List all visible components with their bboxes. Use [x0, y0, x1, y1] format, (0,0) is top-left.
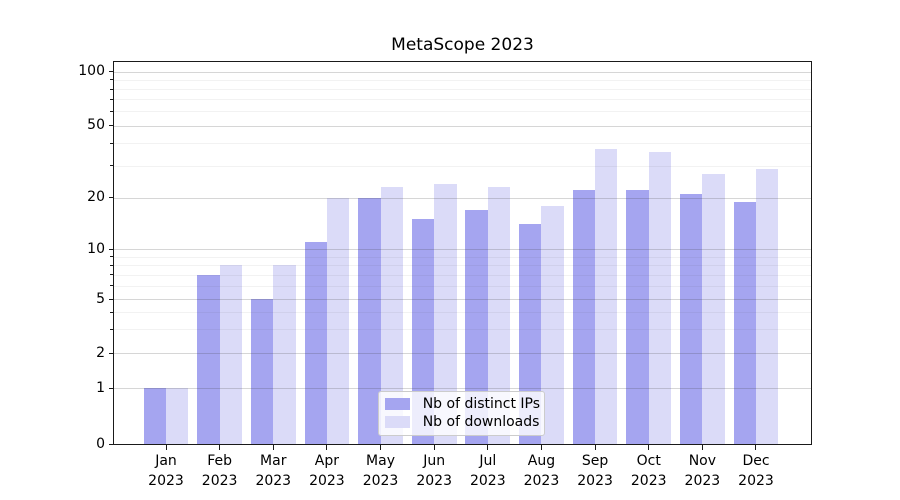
xtick-label-oct: Oct 2023 [630, 453, 667, 489]
xtick-label-feb: Feb 2023 [201, 453, 238, 489]
xtick-mark-nov [701, 445, 703, 450]
ytick-mark-5 [108, 298, 114, 300]
ytick-mark-1 [108, 387, 114, 389]
xtick-mark-apr [326, 445, 328, 450]
xtick-mark-may [380, 445, 382, 450]
bar-downloads-oct [648, 151, 672, 445]
xtick-label-jul: Jul 2023 [469, 453, 506, 489]
legend-item-ips: Nb of distinct IPs [384, 395, 540, 413]
bar-downloads-feb [219, 265, 243, 445]
bar-ips-oct [626, 190, 649, 445]
xtick-mark-dec [755, 445, 757, 450]
ytick-minor-mark-9 [110, 256, 114, 258]
xtick-label-jan: Jan 2023 [148, 453, 184, 489]
xtick-label-sep: Sep 2023 [577, 453, 613, 489]
ytick-minor-mark-6 [110, 285, 114, 287]
xtick-mark-aug [540, 445, 542, 450]
ytick-label-20: 20 [87, 189, 105, 206]
bar-ips-dec [733, 201, 756, 445]
ytick-label-5: 5 [96, 290, 105, 307]
bar-ips-aug [519, 224, 542, 445]
xtick-mark-jun [433, 445, 435, 450]
bar-downloads-may [380, 186, 403, 445]
xtick-label-jun: Jun 2023 [416, 453, 452, 489]
bar-ips-feb [197, 274, 220, 445]
bar-downloads-jan [165, 388, 189, 445]
bar-ips-nov [679, 194, 703, 445]
legend-swatch-ips [384, 397, 410, 410]
xtick-label-may: May 2023 [362, 453, 399, 489]
ytick-mark-100 [108, 71, 114, 73]
legend-item-downloads: Nb of downloads [384, 413, 539, 431]
ytick-minor-mark-40 [110, 142, 114, 144]
bar-downloads-nov [702, 174, 725, 445]
ytick-mark-50 [108, 125, 114, 127]
xtick-label-aug: Aug 2023 [523, 453, 560, 489]
legend-label-downloads: Nb of downloads [422, 414, 540, 431]
xtick-label-mar: Mar 2023 [255, 453, 292, 489]
ytick-mark-20 [108, 197, 114, 199]
ytick-minor-mark-7 [110, 274, 114, 276]
bar-downloads-jun [434, 183, 457, 445]
xtick-mark-mar [272, 445, 274, 450]
ytick-mark-10 [108, 248, 114, 250]
ytick-minor-mark-30 [110, 165, 114, 167]
chart-title: MetaScope 2023 [391, 35, 534, 55]
ytick-minor-mark-60 [110, 110, 114, 112]
bar-downloads-sep [595, 149, 618, 445]
xtick-mark-feb [219, 445, 221, 450]
ytick-minor-mark-8 [110, 264, 114, 266]
ytick-minor-mark-4 [110, 311, 114, 313]
xtick-mark-jul [487, 445, 489, 450]
ytick-label-10: 10 [87, 240, 105, 257]
bar-ips-mar [250, 299, 274, 445]
ytick-label-100: 100 [78, 63, 105, 80]
bar-ips-jun [411, 219, 435, 445]
legend-swatch-downloads [384, 416, 410, 429]
ytick-label-1: 1 [96, 379, 105, 396]
bar-downloads-mar [273, 265, 296, 445]
ytick-mark-2 [108, 352, 114, 354]
legend: Nb of distinct IPs Nb of downloads [377, 390, 545, 436]
ytick-mark-0 [108, 443, 114, 445]
ytick-label-50: 50 [87, 117, 105, 134]
ytick-minor-mark-70 [110, 98, 114, 100]
xtick-mark-oct [648, 445, 650, 450]
bar-ips-may [358, 197, 381, 445]
ytick-minor-mark-90 [110, 79, 114, 81]
bar-ips-sep [572, 190, 596, 445]
bar-ips-jan [143, 388, 166, 445]
ytick-minor-mark-3 [110, 328, 114, 330]
bar-downloads-jul [487, 186, 511, 445]
xtick-label-dec: Dec 2023 [738, 453, 774, 489]
ytick-label-2: 2 [96, 344, 105, 361]
xtick-label-apr: Apr 2023 [309, 453, 345, 489]
ytick-minor-mark-80 [110, 88, 114, 90]
plot-area [113, 60, 812, 446]
xtick-label-nov: Nov 2023 [684, 453, 721, 489]
bar-downloads-dec [755, 168, 779, 445]
bar-ips-apr [304, 242, 327, 445]
bar-downloads-aug [541, 205, 564, 445]
bar-ips-jul [465, 210, 488, 445]
xtick-mark-sep [594, 445, 596, 450]
xtick-mark-jan [165, 445, 167, 450]
bars-layer [114, 62, 810, 445]
legend-label-ips: Nb of distinct IPs [422, 395, 541, 412]
bar-downloads-apr [326, 197, 350, 445]
ytick-label-0: 0 [96, 435, 105, 452]
